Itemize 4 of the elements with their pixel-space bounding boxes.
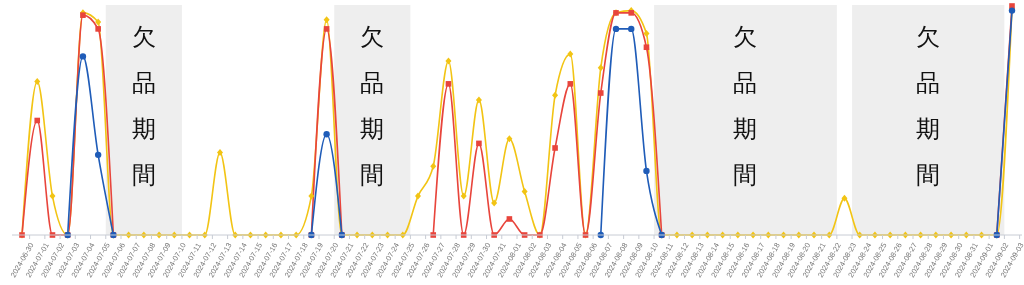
band-label: 欠品期間: [733, 23, 758, 189]
band-label: 欠品期間: [360, 23, 385, 189]
band-label: 欠品期間: [131, 23, 156, 189]
band-label: 欠品期間: [916, 23, 941, 189]
